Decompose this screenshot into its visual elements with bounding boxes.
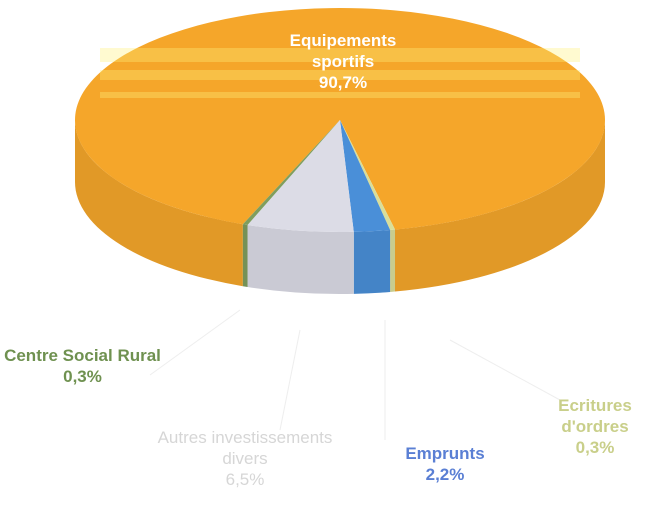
value-label: 0,3%	[63, 367, 102, 386]
value-label: 2,2%	[425, 465, 465, 484]
slice-label: Autres investissements divers 6,5%	[150, 427, 340, 490]
slice-side	[353, 229, 391, 294]
sheen-band	[100, 48, 580, 62]
leader-line	[279, 329, 301, 431]
category-name: Equipements sportifs	[289, 31, 397, 71]
leader-line	[449, 339, 561, 401]
leader-line	[149, 309, 241, 376]
pie-sides	[74, 120, 605, 294]
slice-side	[242, 224, 248, 287]
slice	[247, 120, 354, 232]
value-label: 0,3%	[575, 438, 615, 457]
slice-label: Ecritures d'ordres 0,3%	[535, 395, 655, 458]
category-name: Centre Social Rural	[4, 346, 161, 365]
value-label: 90,7%	[318, 73, 368, 92]
slice	[340, 120, 396, 230]
slice-label: Equipements sportifs 90,7%	[258, 30, 428, 93]
category-name: Autres investissements divers	[157, 428, 333, 468]
slice	[242, 120, 340, 225]
category-name: Ecritures d'ordres	[558, 396, 632, 436]
slice	[340, 120, 391, 232]
slice-label: Centre Social Rural 0,3%	[0, 345, 165, 387]
value-label: 6,5%	[225, 470, 265, 489]
sheen-band	[100, 70, 580, 80]
sheen	[100, 48, 580, 98]
slice-side	[395, 120, 605, 292]
slice	[75, 8, 605, 230]
slice-side	[390, 229, 396, 292]
slice-side	[74, 120, 243, 287]
slice-side	[247, 224, 354, 294]
slice-label: Emprunts 2,2%	[380, 443, 510, 485]
sheen-band	[100, 92, 580, 98]
category-name: Emprunts	[405, 444, 485, 463]
